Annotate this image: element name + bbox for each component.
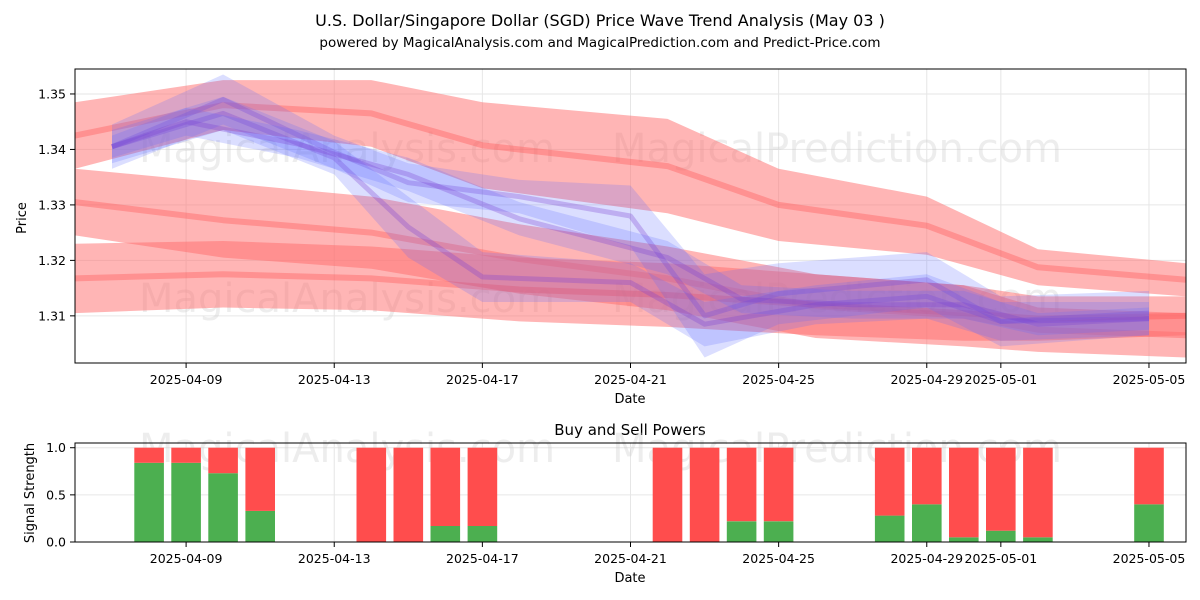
chart-subtitle: powered by MagicalAnalysis.com and Magic… [319, 35, 880, 51]
sell-bar [726, 447, 757, 522]
red-band-upper [75, 80, 1186, 297]
price-x-tick-label: 2025-04-17 [446, 372, 519, 387]
signal-x-tick-label: 2025-04-13 [298, 551, 371, 566]
price-ticks: 2025-04-09 2025-04-13 2025-04-17 2025-04-21… [38, 86, 1185, 387]
buy-bar [912, 504, 942, 542]
price-x-tick-label: 2025-05-05 [1113, 372, 1186, 387]
price-chart: MagicalAnalysis.com MagicalPrediction.co… [15, 68, 1187, 407]
signal-y-tick-label: 0.0 [46, 535, 66, 550]
buy-bar [986, 530, 1016, 542]
signal-chart: Buy and Sell Powers MagicalAnalysis.com … [23, 421, 1187, 586]
price-bands [74, 74, 1187, 358]
sell-bar [208, 447, 238, 474]
price-x-label: Date [614, 392, 645, 407]
price-x-tick-label: 2025-04-13 [298, 372, 371, 387]
buy-bar [208, 473, 238, 542]
sell-bar [1023, 447, 1053, 538]
chart-title: U.S. Dollar/Singapore Dollar (SGD) Price… [315, 11, 885, 30]
signal-x-tick-label: 2025-04-09 [150, 551, 223, 566]
red-band-core-upper [74, 102, 1187, 283]
signal-y-tick-label: 1.0 [46, 440, 66, 455]
signal-title: Buy and Sell Powers [554, 421, 706, 439]
sell-bar [763, 447, 794, 522]
sell-bar [393, 447, 424, 542]
blue-band-core-wave-1 [111, 97, 1150, 324]
buy-bar [726, 521, 757, 542]
buy-bar [1023, 537, 1053, 542]
buy-bar [949, 537, 979, 542]
blue-band-core-wave-2 [111, 110, 1150, 327]
price-y-tick-label: 1.31 [38, 308, 66, 323]
sell-bar [986, 447, 1016, 531]
buy-bar [134, 462, 164, 542]
sell-bar [949, 447, 979, 538]
signal-x-tick-label: 2025-05-05 [1113, 551, 1186, 566]
signal-x-tick-label: 2025-04-17 [446, 551, 519, 566]
price-x-tick-label: 2025-04-25 [742, 372, 815, 387]
sell-bar [874, 447, 905, 516]
price-y-tick-label: 1.33 [38, 197, 66, 212]
signal-ticks: 2025-04-09 2025-04-13 2025-04-17 2025-04-21… [46, 440, 1185, 566]
buy-bar [763, 521, 794, 542]
price-x-tick-label: 2025-05-01 [965, 372, 1038, 387]
signal-x-tick-label: 2025-05-01 [965, 551, 1038, 566]
sell-bar [245, 447, 275, 511]
buy-bar [245, 510, 275, 542]
sell-bar [134, 447, 164, 463]
buy-bar [430, 526, 461, 542]
sell-bar [356, 447, 387, 542]
sell-bar [430, 447, 461, 526]
signal-x-label: Date [614, 571, 645, 586]
sell-bar [1134, 447, 1164, 505]
sell-bar [912, 447, 942, 505]
price-x-tick-label: 2025-04-21 [594, 372, 667, 387]
blue-band-wave-3 [112, 107, 1149, 336]
signal-y-tick-label: 0.5 [46, 487, 66, 502]
signal-x-tick-label: 2025-04-25 [742, 551, 815, 566]
blue-band-wave-1 [112, 74, 1149, 358]
buy-bar [171, 462, 201, 542]
signal-x-tick-label: 2025-04-21 [594, 551, 667, 566]
price-y-tick-label: 1.32 [38, 253, 66, 268]
price-y-tick-label: 1.34 [38, 142, 66, 157]
buy-bar [467, 526, 498, 542]
signal-bars [134, 447, 1164, 542]
signal-x-tick-label: 2025-04-29 [890, 551, 963, 566]
price-x-tick-label: 2025-04-29 [890, 372, 963, 387]
price-y-tick-label: 1.35 [38, 86, 66, 101]
signal-y-label: Signal Strength [23, 443, 38, 543]
buy-bar [874, 515, 905, 542]
red-band-lower [75, 241, 1186, 341]
sell-bar [652, 447, 683, 542]
blue-band-wave-2 [112, 96, 1149, 347]
price-x-tick-label: 2025-04-09 [150, 372, 223, 387]
price-y-label: Price [15, 202, 30, 234]
blue-band-core-wave-3 [111, 119, 1150, 327]
sell-bar [467, 447, 498, 526]
buy-bar [1134, 504, 1164, 542]
sell-bar [689, 447, 720, 542]
red-band-core-lower [74, 271, 1187, 322]
sell-bar [171, 447, 201, 463]
